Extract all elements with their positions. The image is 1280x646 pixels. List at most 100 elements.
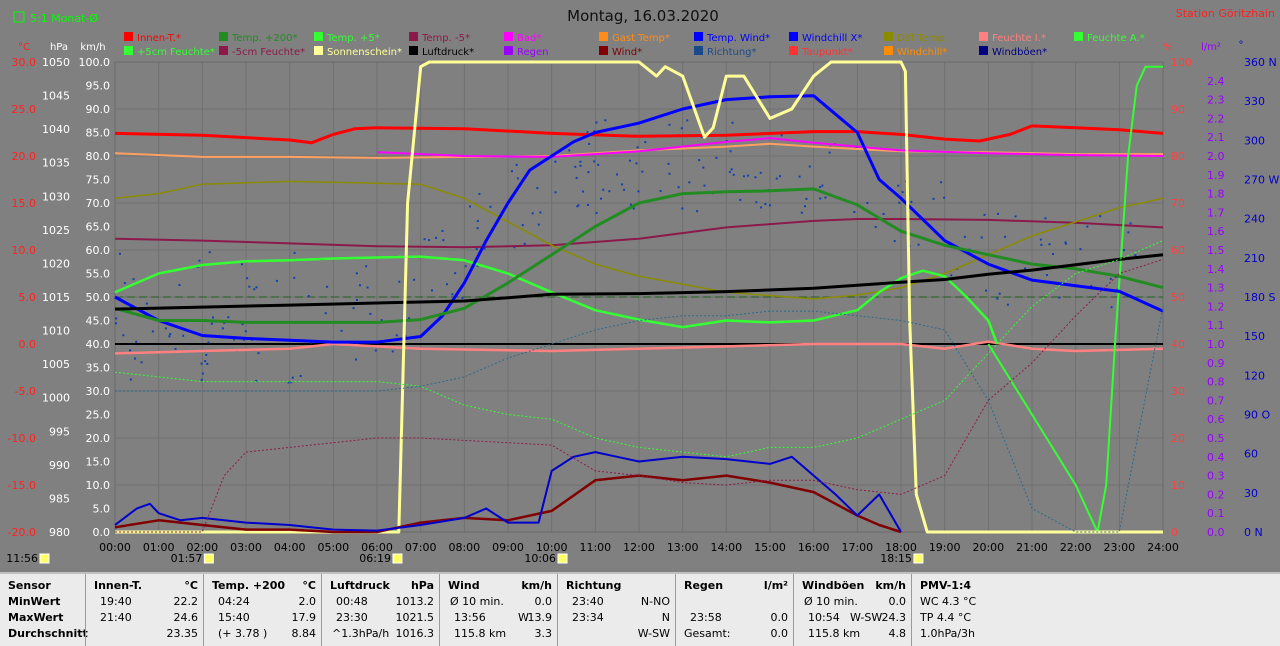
legend-swatch [504,32,513,41]
scatter-point [359,284,362,287]
temperature-tick-label: 5.0 [19,291,37,304]
innen-title: Innen-T. [94,579,143,592]
wind-tick-label: 95.0 [86,80,111,93]
scatter-point [853,211,856,214]
scatter-point [698,159,701,162]
temp-min-val: 2.0 [298,595,317,608]
rain-tick-label: 0.0 [1207,526,1225,539]
scatter-point [595,121,598,124]
temperature-tick-label: 15.0 [12,197,37,210]
direction-tick-label: 240 [1244,213,1265,226]
scatter-point [129,378,132,381]
wind-tick-label: 40.0 [86,338,111,351]
scatter-point [174,347,177,350]
time-tick-label: 20:00 [972,541,1004,554]
direction-tick-label: 60 [1244,448,1258,461]
series-line [115,306,1164,533]
time-tick-label: 22:00 [1060,541,1092,554]
mode-checkbox[interactable] [13,11,25,23]
scatter-point [882,212,885,215]
legend-label: Diff Temp. [897,33,947,44]
sun-marker-icon [39,553,50,564]
legend-swatch [694,32,703,41]
scatter-point [950,274,953,277]
pressure-tick-label: 1050 [42,56,70,69]
temp-avg-val: 8.84 [291,627,317,640]
temp-max-val: 17.9 [291,611,317,624]
pressure-tick-label: 980 [49,526,70,539]
scatter-point [515,163,518,166]
series-line [114,255,999,345]
scatter-point [940,181,943,184]
wind-min-val: 0.0 [534,595,553,608]
scatter-point [755,201,758,204]
rain-tick-label: 1.6 [1207,225,1225,238]
scatter-point [241,323,244,326]
time-tick-label: 13:00 [667,541,699,554]
legend-label: Sonnenschein* [327,47,402,58]
scatter-point [513,246,516,249]
scatter-point [355,272,358,275]
scatter-point [1006,303,1009,306]
scatter-point [574,165,577,168]
series-lines [114,60,1164,534]
legend-label: Wind* [612,47,642,58]
marker-label: 06:19 [359,552,391,565]
scatter-point [135,340,138,343]
scatter-point [476,264,479,267]
time-tick-label: 04:00 [274,541,306,554]
scatter-point [206,362,209,365]
legend-label: Richtung* [707,47,757,58]
legend-label: +5cm Feuchte* [137,47,215,58]
scatter-point [742,175,745,178]
legend-label: Temp. -5* [421,33,470,44]
scatter-point [599,197,602,200]
direction-tick-label: 360 N [1244,56,1277,69]
pmv-trend: 1.0hPa/3h [920,627,976,640]
sun-marker-icon [392,553,403,564]
scatter-point [668,172,671,175]
scatter-point [246,277,249,280]
wind-tick-label: 85.0 [86,127,111,140]
scatter-point [1045,274,1048,277]
scatter-point [554,160,557,163]
gust-avg-val: 4.8 [888,627,907,640]
scatter-point [290,381,293,384]
temperature-tick-label: -10.0 [8,432,36,445]
time-tick-label: 17:00 [841,541,873,554]
scatter-point [122,334,125,337]
scatter-point [355,298,358,301]
rain-tick-label: 2.3 [1207,94,1225,107]
scatter-point [803,205,806,208]
scatter-point [221,327,224,330]
scatter-point [739,198,742,201]
scatter-point [123,282,126,285]
scatter-point [602,188,605,191]
rain-tick-label: 0.8 [1207,376,1225,389]
scatter-point [728,170,731,173]
wind-tick-label: 50.0 [86,291,111,304]
scatter-point [805,197,808,200]
scatter-point [730,168,733,171]
temperature-tick-label: -20.0 [8,526,36,539]
scatter-point [568,149,571,152]
scatter-point [352,307,355,310]
dir-min-time: 23:40 [572,595,604,608]
innen-min-time: 19:40 [100,595,132,608]
scatter-point [204,360,207,363]
wind-tick-label: 30.0 [86,385,111,398]
scatter-point [759,171,762,174]
scatter-point [398,280,401,283]
time-tick-label: 10:00 [536,541,568,554]
scatter-point [1039,238,1042,241]
scatter-point [1079,248,1082,251]
dir-max-time: 23:34 [572,611,604,624]
scatter-point [140,361,143,364]
scatter-point [595,212,598,215]
percent-tick-label: 0 [1171,526,1178,539]
scatter-point [435,236,438,239]
rain-tick-label: 0.1 [1207,507,1225,520]
rain-avg-val: 0.0 [770,627,789,640]
scatter-point [819,197,822,200]
scatter-point [828,151,831,154]
